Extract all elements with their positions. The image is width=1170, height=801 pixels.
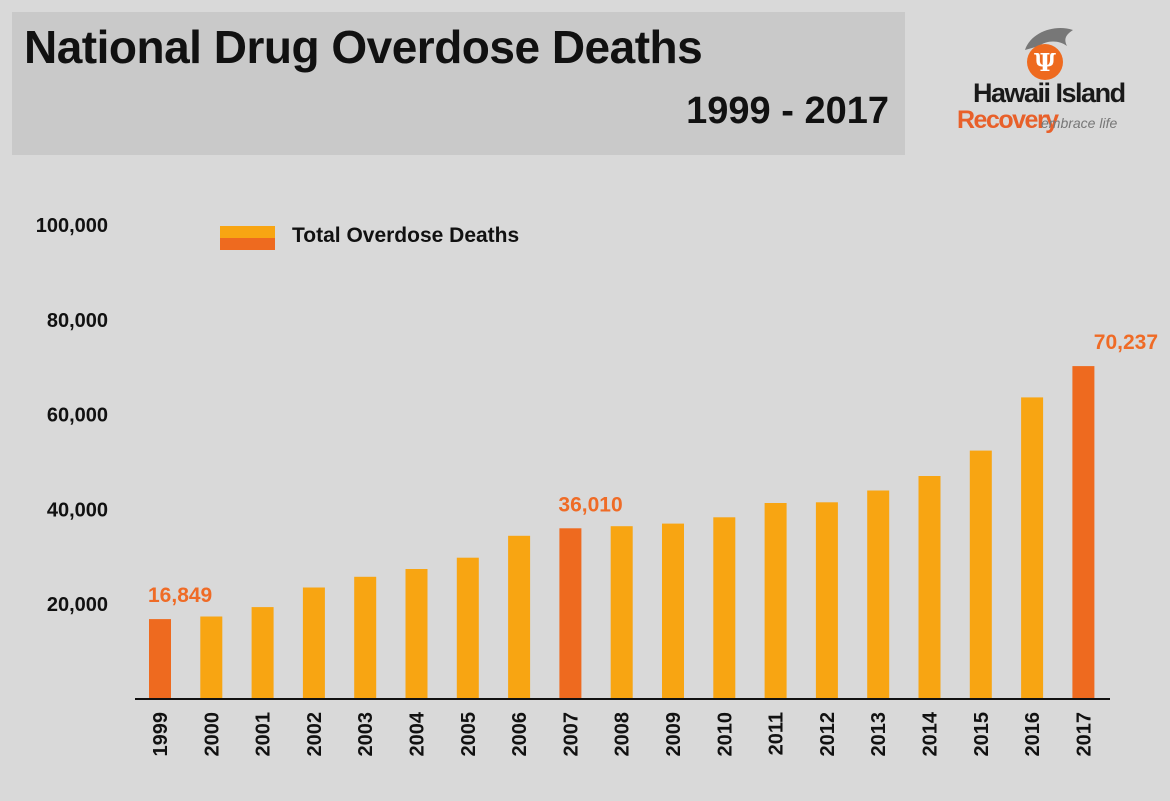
x-tick-label: 2014 — [920, 711, 942, 756]
bar-2007 — [559, 528, 582, 699]
y-tick-label: 40,000 — [47, 499, 108, 521]
y-tick-label: 100,000 — [36, 215, 108, 237]
x-tick-label: 2003 — [355, 712, 377, 757]
x-tick-label: 2006 — [509, 712, 531, 757]
logo-tagline: embrace life — [1041, 115, 1118, 131]
x-tick-label: 2013 — [868, 712, 890, 757]
legend-swatch — [220, 226, 275, 250]
bar-2001 — [251, 607, 274, 699]
bar-2008 — [610, 526, 633, 699]
bar-2011 — [764, 503, 787, 699]
x-tick-label: 2016 — [1022, 712, 1044, 757]
y-tick-label: 80,000 — [47, 310, 108, 332]
x-tick-label: 2015 — [971, 712, 993, 757]
legend-label: Total Overdose Deaths — [292, 224, 520, 247]
bar-2017 — [1072, 366, 1095, 699]
data-label-1999: 16,849 — [148, 584, 212, 607]
bar-2013 — [867, 490, 890, 699]
x-tick-label: 2012 — [817, 712, 839, 757]
x-tick-label: 2010 — [714, 712, 736, 757]
title-banner: National Drug Overdose Deaths 1999 - 201… — [12, 12, 905, 155]
bar-2010 — [713, 517, 736, 699]
bar-2009 — [662, 523, 684, 699]
x-tick-label: 2009 — [663, 712, 685, 757]
bar-2016 — [1021, 397, 1044, 699]
bar-1999 — [149, 619, 171, 699]
page-subtitle: 1999 - 2017 — [686, 90, 889, 132]
bar-2014 — [918, 476, 941, 699]
bar-2015 — [969, 450, 992, 699]
logo-recovery: Recovery — [957, 106, 1059, 134]
y-tick-label: 60,000 — [47, 405, 108, 427]
x-tick-label: 2017 — [1073, 712, 1095, 757]
bar-2003 — [354, 576, 377, 699]
data-label-2007: 36,010 — [558, 493, 622, 516]
bar-2002 — [302, 587, 325, 699]
x-tick-label: 1999 — [150, 712, 172, 757]
brand-logo: Ψ Hawaii Island Recovery embrace life — [955, 22, 1145, 142]
x-tick-label: 2002 — [304, 712, 326, 757]
bar-2005 — [456, 557, 479, 699]
dolphin-psi-icon: Ψ — [1025, 28, 1073, 80]
bar-2000 — [200, 616, 223, 699]
x-tick-label: 2008 — [612, 712, 634, 757]
x-tick-label: 2001 — [253, 712, 275, 757]
x-tick-label: 2007 — [560, 712, 582, 757]
x-tick-label: 2011 — [766, 712, 788, 755]
data-label-2017: 70,237 — [1094, 331, 1158, 354]
x-tick-label: 2000 — [201, 712, 223, 757]
svg-text:Ψ: Ψ — [1034, 48, 1056, 77]
x-tick-label: 2004 — [407, 711, 429, 756]
bar-2006 — [508, 535, 531, 699]
bar-2004 — [405, 569, 428, 699]
page-title: National Drug Overdose Deaths — [24, 21, 703, 73]
bar-2012 — [815, 502, 838, 699]
y-tick-label: 20,000 — [47, 594, 108, 616]
x-tick-label: 2005 — [458, 712, 480, 757]
logo-name: Hawaii Island — [973, 78, 1126, 108]
